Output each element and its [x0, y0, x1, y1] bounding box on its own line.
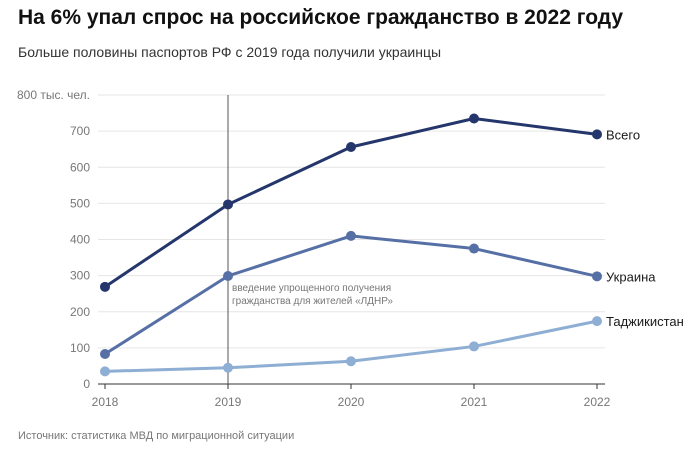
y-tick-label: 700 — [70, 124, 90, 138]
y-tick-label: 400 — [70, 233, 90, 247]
series — [100, 113, 602, 377]
data-point — [346, 230, 356, 241]
source-note: Источник: статистика МВД по миграционной… — [18, 430, 295, 442]
y-tick-label: 0 — [83, 377, 90, 391]
x-tick-label: 2020 — [338, 395, 365, 409]
x-tick-label: 2022 — [584, 395, 611, 409]
y-tick-label: 600 — [70, 160, 90, 174]
y-tick-label: 500 — [70, 196, 90, 210]
chart-title: На 6% упал спрос на российское гражданст… — [18, 6, 624, 29]
x-tick-label: 2018 — [92, 395, 119, 409]
grid — [98, 94, 605, 349]
x-tick-label: 2021 — [461, 395, 488, 409]
data-point — [223, 270, 233, 281]
data-point — [223, 199, 233, 210]
annotation-text: введение упрощенного получения — [232, 283, 391, 294]
data-point — [346, 142, 356, 153]
series-labels: Всего Украина Таджикистан — [606, 127, 684, 329]
data-point — [100, 281, 110, 292]
data-point — [100, 349, 110, 360]
y-tick-label: 100 — [70, 341, 90, 355]
annotation: введение упрощенного получения гражданств… — [227, 95, 393, 384]
data-point — [592, 316, 602, 327]
data-point — [223, 362, 233, 373]
y-tick-label: 300 — [70, 269, 90, 283]
data-point — [100, 366, 110, 377]
annotation-text: гражданства для жителей «ЛДНР» — [232, 296, 393, 307]
data-point — [592, 271, 602, 282]
axes: 0 100 200 300 400 500 600 700 800 тыс. чел. 2018 2… — [17, 88, 611, 409]
y-tick-label: 200 — [70, 305, 90, 319]
series-label: Всего — [606, 127, 640, 142]
series-label: Украина — [606, 269, 656, 284]
data-point — [469, 341, 479, 352]
x-tick-label: 2019 — [215, 395, 242, 409]
data-point — [346, 356, 356, 367]
y-tick-label: 800 тыс. чел. — [17, 88, 90, 102]
chart-subtitle: Больше половины паспортов РФ с 2019 года… — [18, 44, 442, 60]
series-label: Таджикистан — [606, 314, 684, 329]
data-point — [469, 243, 479, 254]
data-point — [592, 129, 602, 140]
data-point — [469, 113, 479, 124]
